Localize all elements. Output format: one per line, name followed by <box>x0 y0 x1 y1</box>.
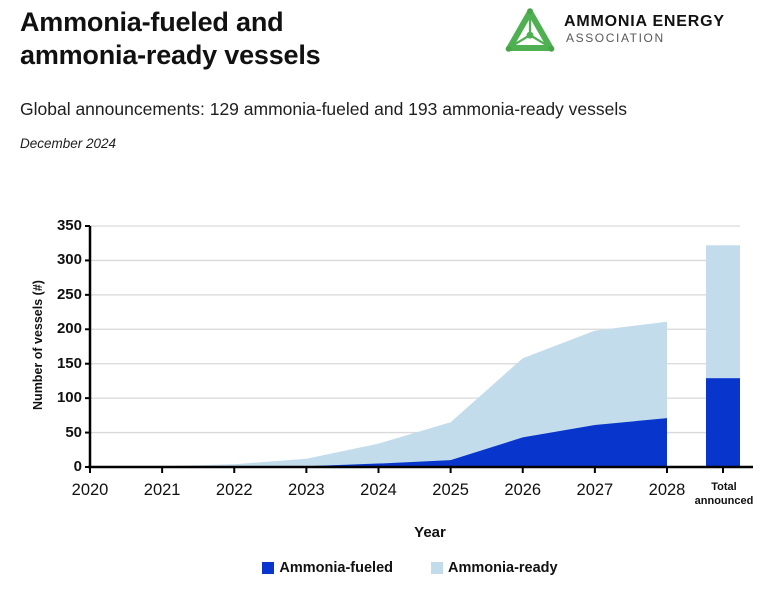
ammonia-energy-association-logo: AMMONIA ENERGY ASSOCIATION <box>504 6 725 54</box>
y-tick-label-200: 200 <box>56 320 82 338</box>
legend-item-ammonia-fueled: Ammonia-fueled <box>262 560 393 576</box>
x-tick-label-2026: 2026 <box>504 481 542 499</box>
total-bar-fueled-segment <box>706 378 740 467</box>
y-tick-label-0: 0 <box>73 458 82 475</box>
y-axis-title: Number of vessels (#) <box>31 280 45 410</box>
total-announced-label-line1: Total <box>711 481 737 493</box>
y-tick-label-100: 100 <box>56 389 82 407</box>
x-axis-title: Year <box>414 524 446 541</box>
x-tick-label-2022: 2022 <box>215 481 253 499</box>
legend-label-ready: Ammonia-ready <box>448 560 558 576</box>
x-tick-label-2028: 2028 <box>648 481 686 499</box>
logo-text: AMMONIA ENERGY ASSOCIATION <box>564 6 725 45</box>
total-bar-ready-segment <box>706 245 740 379</box>
y-tick-label-150: 150 <box>56 354 82 372</box>
legend-swatch-ready <box>431 562 443 574</box>
y-tick-label-250: 250 <box>56 285 82 303</box>
legend-swatch-fueled <box>262 562 275 574</box>
logo-org-subname: ASSOCIATION <box>566 30 665 45</box>
x-tick-label-2023: 2023 <box>288 481 325 499</box>
total-announced-tick-label: Total announced <box>687 480 761 509</box>
y-tick-label-300: 300 <box>56 251 82 269</box>
report-date: December 2024 <box>20 136 117 151</box>
total-announced-label-line2: announced <box>694 495 754 508</box>
legend-item-ammonia-ready: Ammonia-ready <box>431 560 558 576</box>
x-tick-label-2021: 2021 <box>143 481 181 499</box>
chart-legend: Ammonia-fueled Ammonia-ready <box>0 560 775 576</box>
y-tick-label-50: 50 <box>65 423 82 441</box>
page-title-line2: ammonia-ready vessels <box>20 39 321 70</box>
x-tick-label-2020: 2020 <box>71 481 109 499</box>
x-tick-label-2027: 2027 <box>576 481 614 499</box>
x-tick-label-2024: 2024 <box>360 481 397 499</box>
ammonia-molecule-triangle-icon <box>505 8 555 52</box>
chart-subtitle: Global announcements: 129 ammonia-fueled… <box>20 99 628 119</box>
logo-org-name: AMMONIA ENERGY <box>564 13 725 30</box>
page-title-line1: Ammonia-fueled and <box>20 7 284 37</box>
y-tick-label-350: 350 <box>56 217 82 234</box>
legend-label-fueled: Ammonia-fueled <box>279 560 393 576</box>
area-ammonia-ready <box>90 321 667 467</box>
area-ammonia-fueled <box>90 418 667 467</box>
x-tick-label-2025: 2025 <box>432 481 469 499</box>
page-title: Ammonia-fueled and ammonia-ready vessels <box>20 6 321 72</box>
